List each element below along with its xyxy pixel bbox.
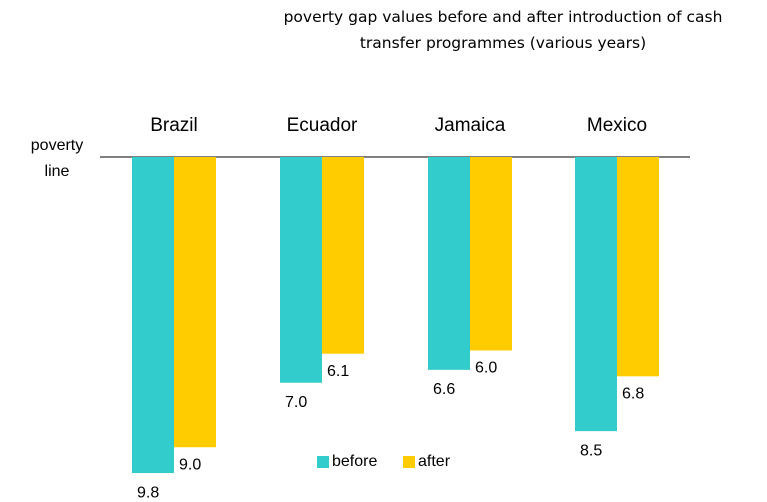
bar [575, 157, 617, 432]
x-tick-label: Mexico [587, 115, 647, 136]
value-label: 8.5 [580, 442, 602, 459]
bar [280, 157, 322, 383]
bar [428, 157, 470, 370]
legend-swatch [317, 456, 329, 468]
value-label: 9.0 [179, 456, 201, 473]
bar [470, 157, 512, 351]
bar [174, 157, 216, 448]
value-label: 6.8 [622, 386, 644, 403]
bar [322, 157, 364, 354]
legend-label: after [418, 453, 451, 470]
value-label: 7.0 [285, 394, 307, 411]
poverty-line-label: poverty line [30, 137, 84, 180]
value-label: 9.8 [137, 484, 159, 501]
x-tick-label: Jamaica [435, 115, 506, 136]
bar [617, 157, 659, 377]
legend-swatch [403, 456, 415, 468]
bar [132, 157, 174, 474]
value-label: 6.6 [433, 381, 455, 398]
chart-title: poverty gap values before and after intr… [283, 8, 723, 52]
value-label: 6.0 [475, 360, 497, 377]
legend-box [297, 447, 490, 478]
x-tick-label: Brazil [150, 115, 198, 136]
x-tick-label: Ecuador [287, 115, 358, 136]
value-label: 6.1 [327, 363, 349, 380]
legend-label: before [332, 453, 377, 470]
